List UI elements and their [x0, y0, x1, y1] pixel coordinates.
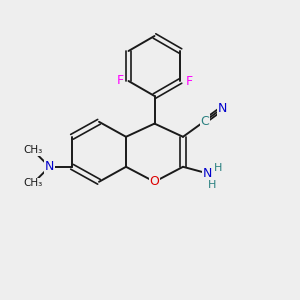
- Text: CH₃: CH₃: [23, 178, 43, 188]
- Text: H: H: [208, 180, 216, 190]
- Text: C: C: [200, 115, 209, 128]
- Text: H: H: [214, 163, 222, 173]
- Text: N: N: [203, 167, 212, 180]
- Text: N: N: [45, 160, 54, 173]
- Text: CH₃: CH₃: [23, 145, 43, 155]
- Text: N: N: [217, 102, 227, 115]
- Text: F: F: [185, 74, 192, 88]
- Text: O: O: [150, 175, 159, 188]
- Text: F: F: [117, 74, 124, 88]
